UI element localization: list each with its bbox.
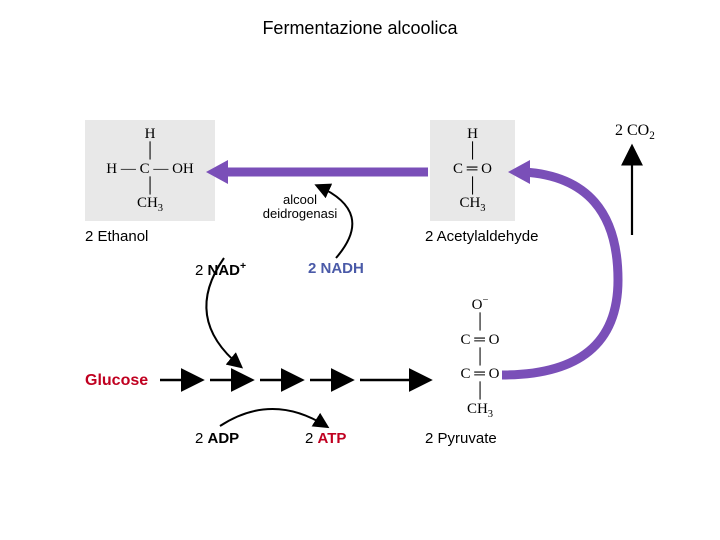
nad-plus-label: 2 NAD+ xyxy=(195,260,246,279)
atp-label: 2 ATP xyxy=(305,430,346,447)
ethanol-label: 2 Ethanol xyxy=(85,228,148,245)
co2-label: 2 CO2 xyxy=(615,122,655,143)
adp-label: 2 ADP xyxy=(195,430,239,447)
pyruvate-label: 2 Pyruvate xyxy=(425,430,497,447)
enzyme-label: alcool deidrogenasi xyxy=(255,193,345,222)
glucose-label: Glucose xyxy=(85,372,148,390)
pyruvate-structure: O− │ C ═ O │ C ═ O │ CH3 xyxy=(445,295,515,421)
nadh-label: 2 NADH xyxy=(308,260,364,277)
acetaldehyde-label: 2 Acetylaldehyde xyxy=(425,228,538,245)
ethanol-structure: H │ H — C — OH │ CH3 xyxy=(85,120,215,221)
acetaldehyde-structure: H │ C ═ O │ CH3 xyxy=(430,120,515,221)
page-title: Fermentazione alcoolica xyxy=(0,0,720,39)
